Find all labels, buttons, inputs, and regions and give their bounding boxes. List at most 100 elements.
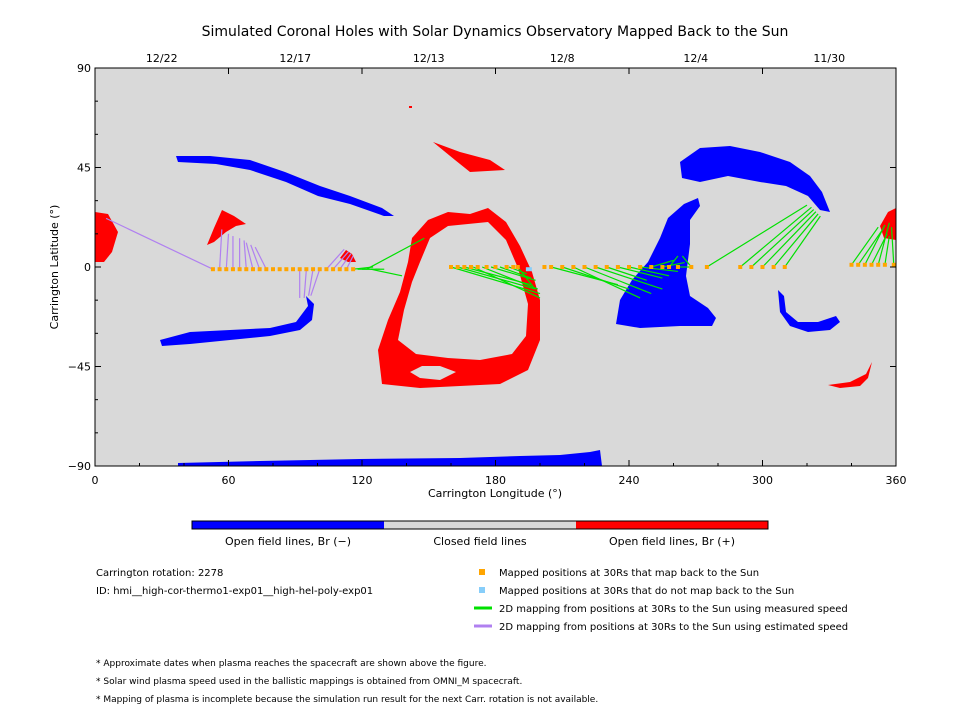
mapped-point xyxy=(560,265,565,269)
measured-mapping-line xyxy=(584,266,652,295)
mapped-point xyxy=(515,265,520,269)
measured-mapping-line xyxy=(750,209,815,268)
measured-mapping-line xyxy=(370,268,403,277)
estimated-mapping-line xyxy=(310,269,321,296)
red-hole-dot xyxy=(409,106,412,108)
mapped-point xyxy=(638,265,643,269)
color-bar: Open field lines, Br (−) Closed field li… xyxy=(191,520,769,548)
mapped-point xyxy=(511,265,516,269)
mapped-point xyxy=(493,265,498,269)
estimated-mapping-lines xyxy=(105,217,354,299)
mapped-point xyxy=(284,267,289,272)
measured-mapping-line xyxy=(490,266,536,281)
mapped-point xyxy=(771,265,776,269)
measured-mapping-line xyxy=(472,266,541,299)
mapped-point xyxy=(549,265,554,269)
estimated-mapping-line xyxy=(339,253,352,270)
estimated-mapping-line xyxy=(303,269,307,299)
y-tick-label: 0 xyxy=(84,261,91,274)
mapped-point xyxy=(542,265,547,269)
mapped-point xyxy=(344,267,349,272)
mapped-point xyxy=(660,265,665,269)
measured-mapping-line xyxy=(857,229,884,266)
y-tick-label: 45 xyxy=(77,162,91,175)
colorbar-label-positive: Open field lines, Br (+) xyxy=(609,535,735,548)
mapped-point xyxy=(862,262,867,267)
mapped-point xyxy=(704,265,709,269)
mapped-point xyxy=(271,267,275,272)
mapped-point xyxy=(571,265,576,269)
red-hole-60 xyxy=(207,210,246,245)
measured-mapping-line xyxy=(706,204,808,268)
mapped-point xyxy=(615,265,620,269)
mapped-point xyxy=(277,267,282,272)
measured-mapping-line xyxy=(640,266,679,273)
top-date-label: 12/8 xyxy=(550,52,575,65)
mapped-point xyxy=(297,267,302,272)
mapped-point xyxy=(627,265,631,269)
measured-mapping-line xyxy=(628,266,670,277)
top-date-label: 12/13 xyxy=(413,52,445,65)
measured-mapping-line xyxy=(784,215,821,268)
blue-hole-upper-right xyxy=(680,146,830,212)
measured-mapping-line xyxy=(864,224,886,266)
chart-title: Simulated Coronal Holes with Solar Dynam… xyxy=(202,24,789,40)
mapped-point xyxy=(582,265,587,269)
x-tick-label: 120 xyxy=(352,474,373,487)
mapped-point xyxy=(876,262,881,267)
mapped-point xyxy=(351,267,356,272)
top-date-label: 12/22 xyxy=(146,52,178,65)
estimated-mapping-line xyxy=(325,248,345,270)
measured-mapping-line xyxy=(762,211,817,268)
mapped-point xyxy=(337,267,342,272)
footnote-1: * Approximate dates when plasma reaches … xyxy=(96,659,487,669)
red-hole-upper-mid xyxy=(433,142,505,172)
mapped-point xyxy=(475,265,480,269)
x-tick-label: 360 xyxy=(886,474,907,487)
mapped-point xyxy=(237,267,242,272)
mapped-point xyxy=(504,265,509,269)
mapped-point xyxy=(689,265,694,269)
mapped-point xyxy=(604,265,609,269)
measured-mapping-lines xyxy=(353,204,895,299)
colorbar-open-negative xyxy=(192,521,384,529)
measured-mapping-line xyxy=(651,259,674,268)
measured-mapping-line xyxy=(617,266,663,279)
mapped-point xyxy=(324,267,329,272)
mapped-point xyxy=(264,267,269,272)
x-axis-label: Carrington Longitude (°) xyxy=(428,487,562,500)
mapped-point xyxy=(667,265,672,269)
legend-label-not-mapped: Mapped positions at 30Rs that do not map… xyxy=(499,586,794,597)
y-tick-label: 90 xyxy=(77,62,91,75)
colorbar-open-positive xyxy=(576,521,768,529)
legend-label-mapped: Mapped positions at 30Rs that map back t… xyxy=(499,568,759,579)
measured-mapping-line xyxy=(773,213,819,268)
measured-mapping-line xyxy=(450,266,541,295)
mapped-point xyxy=(869,262,874,267)
measured-mapping-line xyxy=(481,266,538,290)
x-tick-label: 300 xyxy=(752,474,773,487)
footnote-3: * Mapping of plasma is incomplete becaus… xyxy=(96,695,598,705)
id-note: ID: hmi__high-cor-thermo1-exp01__high-he… xyxy=(96,586,373,597)
mapped-point xyxy=(849,262,854,267)
blue-hole-upper-left xyxy=(176,156,394,216)
legend-key-mapped xyxy=(479,569,485,575)
measured-mapping-line xyxy=(366,237,425,270)
mapped-point xyxy=(649,265,654,269)
mapped-point xyxy=(244,267,249,272)
mapped-point xyxy=(250,267,255,272)
mapped-point xyxy=(760,265,765,269)
measured-mapping-line xyxy=(877,222,890,265)
colorbar-label-negative: Open field lines, Br (−) xyxy=(225,535,351,548)
measured-mapping-line xyxy=(739,206,812,268)
y-tick-label: −45 xyxy=(68,361,91,374)
mapped-point xyxy=(462,265,467,269)
red-hole-lower-right xyxy=(828,362,872,388)
measured-mapping-line xyxy=(573,266,641,299)
measured-mapping-line xyxy=(851,226,879,266)
mapped-point xyxy=(449,265,453,269)
top-date-label: 12/4 xyxy=(683,52,708,65)
x-tick-label: 0 xyxy=(92,474,99,487)
legend-label-estimated: 2D mapping from positions at 30Rs to the… xyxy=(499,622,848,633)
